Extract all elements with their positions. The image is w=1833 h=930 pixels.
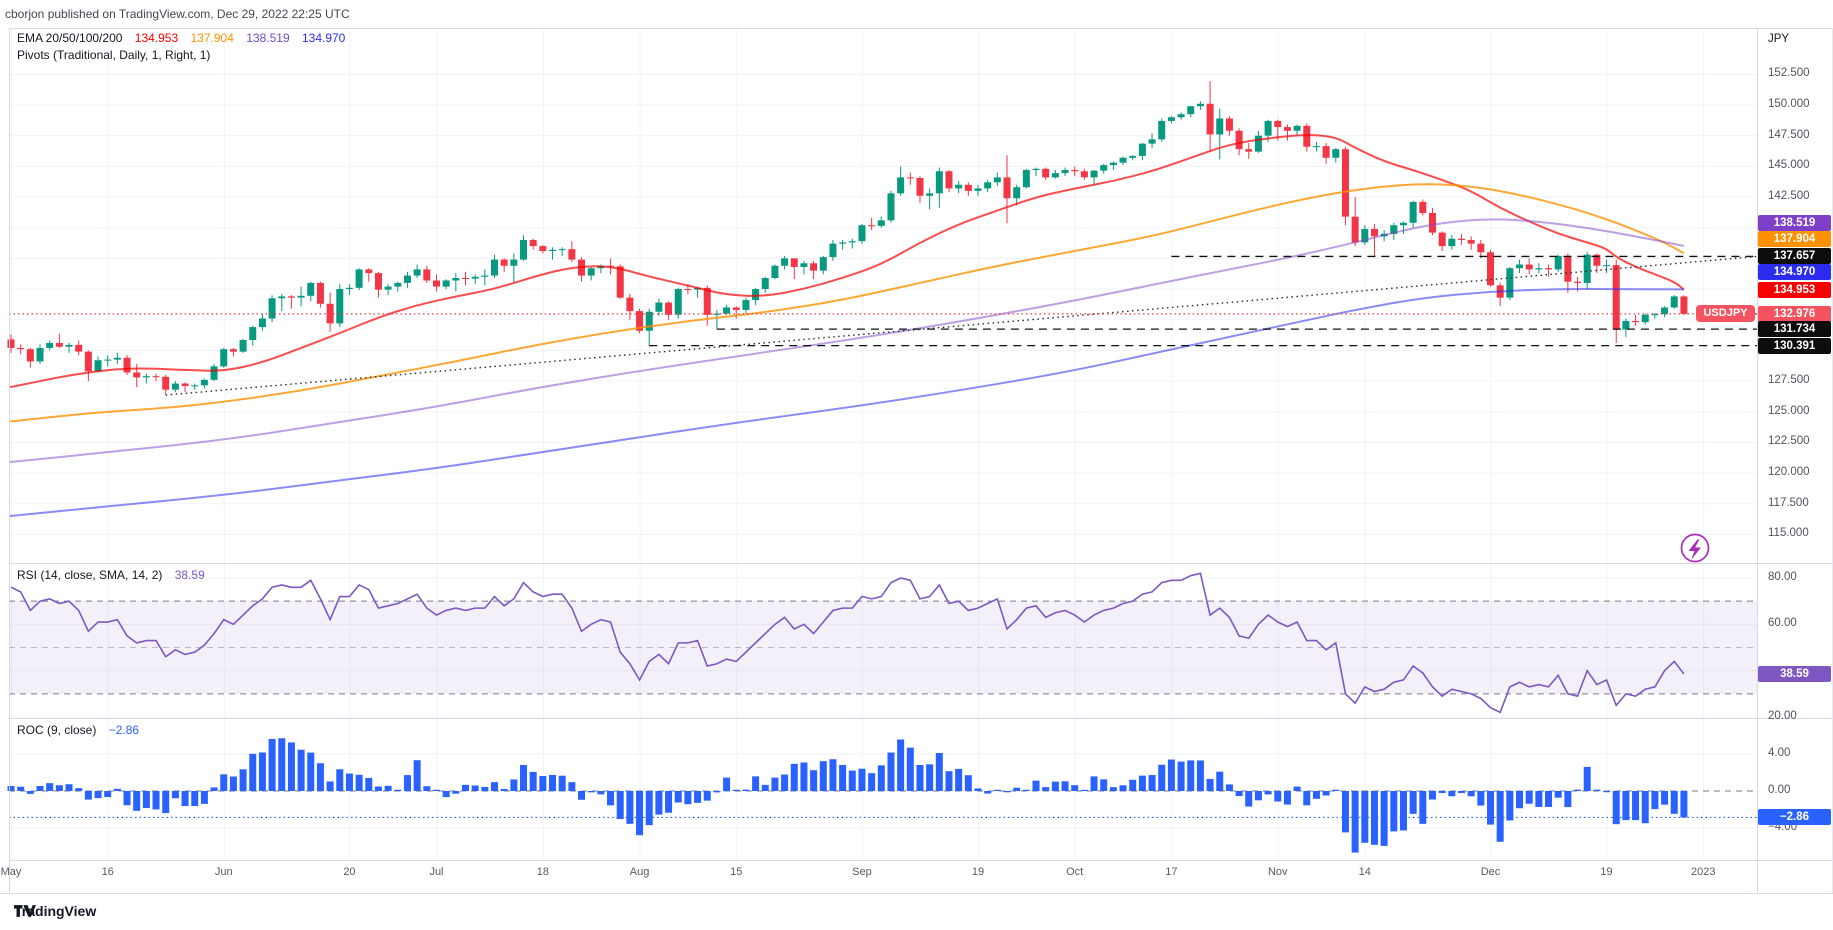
roc-histogram[interactable] <box>7 738 1758 853</box>
rsi-line[interactable] <box>10 572 1685 714</box>
ema100-line <box>8 218 1685 464</box>
attribution-text: cborjon published on TradingView.com, De… <box>5 7 350 21</box>
ema-lines <box>8 134 1685 518</box>
ema50-line <box>8 183 1685 423</box>
lightning-marker-icon[interactable] <box>1680 533 1710 563</box>
ema200-line <box>8 288 1684 518</box>
rsi-band <box>9 600 1757 695</box>
candlestick-series[interactable] <box>7 81 1688 396</box>
pivot-lines <box>9 255 1758 396</box>
ema20-line <box>8 134 1685 389</box>
grid-lines <box>9 28 1757 860</box>
